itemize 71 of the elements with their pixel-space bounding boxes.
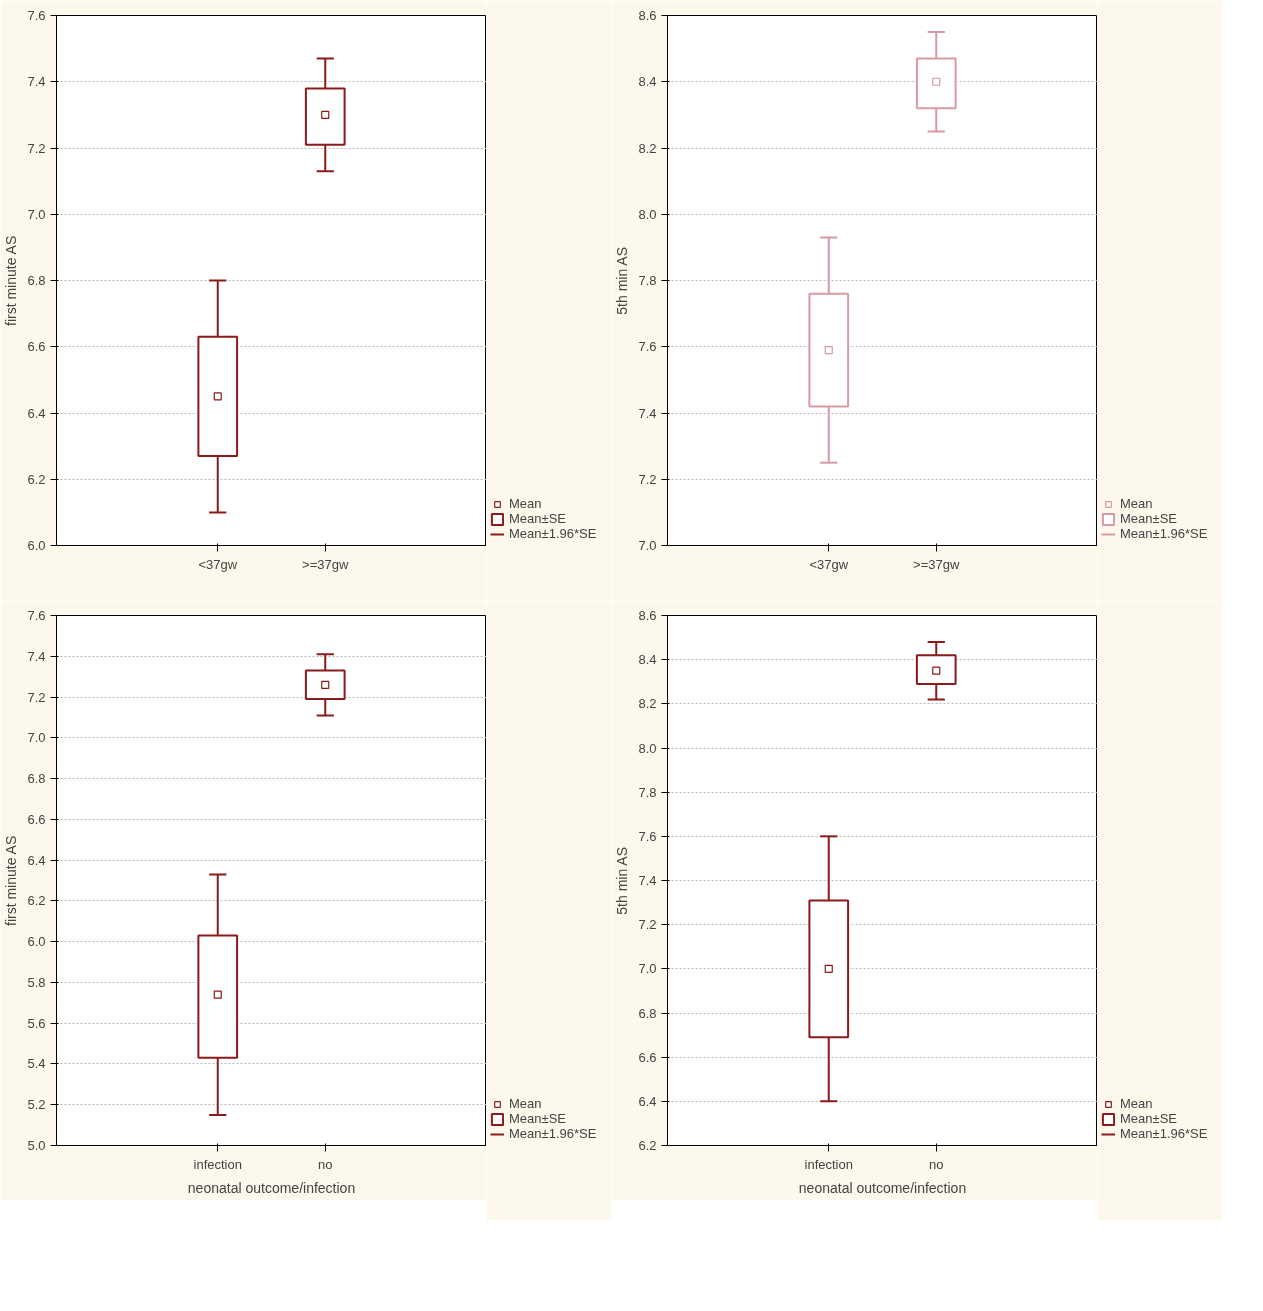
y-axis-title: 5th min AS: [614, 247, 631, 315]
y-tick-label: 6.6: [27, 339, 46, 355]
y-tick-label: 5.8: [27, 974, 46, 990]
y-tick-label: 6.8: [27, 273, 46, 288]
y-tick-label: 7.0: [27, 730, 46, 746]
y-axis-title: 5th min AS: [614, 847, 631, 915]
y-tick-label: 7.4: [638, 405, 657, 421]
y-tick-label: 7.2: [27, 689, 46, 705]
x-tick-label: <37gw: [198, 556, 238, 572]
y-tick-label: 6.6: [638, 1049, 657, 1065]
x-tick-label: >=37gw: [913, 556, 960, 572]
y-tick-label: 6.0: [27, 538, 46, 553]
y-tick-label: 7.6: [638, 339, 657, 355]
x-tick-label: <37gw: [809, 556, 849, 572]
y-tick-label: 6.8: [638, 1005, 657, 1021]
y-tick-label: 6.2: [638, 1138, 657, 1153]
y-tick-label: 8.6: [638, 608, 657, 623]
y-tick-label: 5.6: [27, 1015, 46, 1031]
y-tick-label: 8.4: [638, 74, 657, 90]
y-tick-label: 7.2: [638, 471, 657, 487]
y-tick-label: 8.2: [638, 140, 657, 156]
legend-label: Mean: [509, 1096, 542, 1111]
y-tick-label: 7.0: [27, 206, 46, 222]
text: Mean±1.96*SE: [509, 1126, 597, 1141]
x-tick-label: >=37gw: [302, 556, 349, 572]
x-tick-label: infection: [193, 1156, 242, 1172]
legend-label: Mean: [1120, 496, 1153, 511]
legend-label: Mean±SE: [509, 1111, 566, 1126]
y-axis-title: first minute AS: [3, 235, 20, 327]
text: Mean±1.96*SE: [509, 526, 597, 541]
y-tick-label: 6.2: [27, 471, 46, 487]
y-tick-label: 6.6: [27, 811, 46, 827]
legend-label: Mean: [509, 496, 542, 511]
y-tick-label: 8.4: [638, 652, 657, 668]
text: Mean±1.96*SE: [1120, 526, 1208, 541]
y-tick-label: 6.4: [27, 852, 46, 868]
y-tick-label: 7.0: [638, 961, 657, 977]
y-tick-label: 5.0: [27, 1138, 46, 1153]
y-tick-label: 7.4: [638, 873, 657, 888]
y-tick-label: 6.4: [638, 1093, 657, 1109]
y-tick-label: 7.8: [638, 273, 657, 288]
legend-label: Mean±SE: [1120, 511, 1177, 526]
x-tick-label: no: [318, 1156, 333, 1172]
text: Mean±1.96*SE: [1120, 1126, 1208, 1141]
y-tick-label: 8.0: [638, 740, 657, 756]
y-axis-title: first minute AS: [3, 835, 20, 927]
y-tick-label: 5.4: [27, 1056, 46, 1072]
y-tick-label: 7.4: [27, 74, 46, 90]
y-tick-label: 7.6: [27, 608, 46, 623]
x-axis-title: neonatal outcome/infection: [798, 1179, 967, 1196]
y-tick-label: 7.0: [638, 538, 657, 553]
y-tick-label: 6.2: [27, 893, 46, 909]
y-tick-label: 6.8: [27, 771, 46, 787]
legend-label: Mean: [1120, 1096, 1153, 1111]
y-tick-label: 8.6: [638, 8, 657, 23]
y-tick-label: 7.4: [27, 648, 46, 664]
legend-label: Mean±SE: [509, 511, 566, 526]
y-tick-label: 7.2: [27, 140, 46, 156]
y-tick-label: 5.2: [27, 1097, 46, 1113]
x-tick-label: infection: [804, 1156, 853, 1172]
y-tick-label: 8.2: [638, 696, 657, 712]
y-tick-label: 7.6: [27, 8, 46, 23]
y-tick-label: 7.6: [638, 828, 657, 844]
x-tick-label: no: [929, 1156, 944, 1172]
y-tick-label: 7.8: [638, 784, 657, 800]
x-axis-title: neonatal outcome/infection: [187, 1179, 356, 1196]
y-tick-label: 6.0: [27, 934, 46, 950]
y-tick-label: 6.4: [27, 405, 46, 421]
y-tick-label: 7.2: [638, 917, 657, 933]
y-tick-label: 8.0: [638, 206, 657, 222]
legend-label: Mean±SE: [1120, 1111, 1177, 1126]
